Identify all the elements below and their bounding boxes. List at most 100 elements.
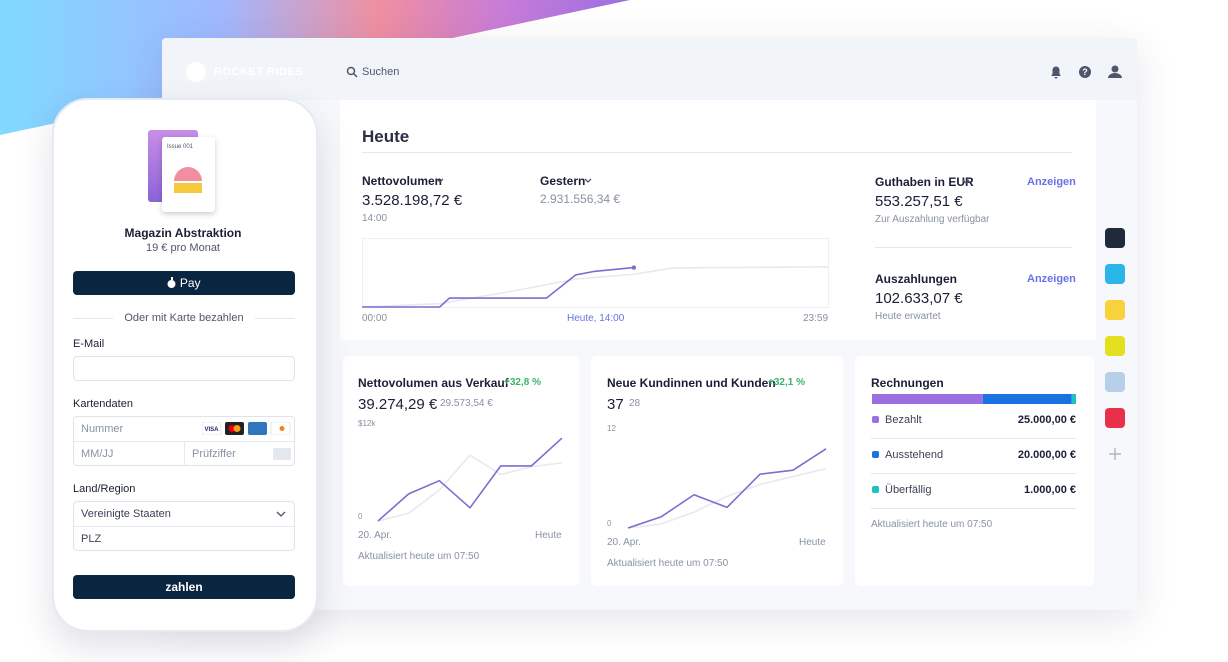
- invoice-segment: [872, 394, 983, 404]
- card-footer: Aktualisiert heute um 07:50: [607, 558, 729, 569]
- axis-end: 23:59: [803, 313, 829, 324]
- app-icon[interactable]: [1105, 264, 1125, 284]
- chevron: [276, 511, 286, 517]
- zip[interactable]: PLZ: [81, 533, 102, 545]
- divider-text: Oder mit Karte bezahlen: [124, 312, 244, 324]
- top-bar: [162, 38, 1137, 100]
- invoice-segment: [1071, 394, 1076, 404]
- card-brands: VISA: [202, 422, 291, 435]
- today-title: Heute: [362, 127, 410, 146]
- value-label: 1.000,00 €: [1024, 484, 1076, 496]
- card-previous: 28: [629, 398, 641, 409]
- app-icon[interactable]: [1105, 228, 1125, 248]
- divider: [871, 438, 1076, 439]
- card-title: Neue Kundinnen und Kunden: [607, 376, 776, 390]
- card-chart: 0 $12k: [358, 420, 563, 522]
- axis-now: Heute, 14:00: [567, 313, 625, 324]
- x-tick-label: Heute: [799, 537, 826, 548]
- divider: [74, 526, 294, 527]
- today-chart: [362, 238, 829, 308]
- header-icons: ?: [1051, 65, 1122, 79]
- card-footer: Aktualisiert heute um 07:50: [358, 551, 480, 562]
- chevron: [436, 178, 444, 183]
- submit-button[interactable]: zahlen: [73, 575, 295, 599]
- legend-swatch: [872, 416, 879, 423]
- value-label: 20.000,00 €: [1017, 449, 1076, 461]
- payouts-value: 102.633,07 €: [875, 290, 963, 307]
- net-label[interactable]: Nettovolumen: [362, 174, 443, 188]
- yesterday-value: 2.931.556,34 €: [540, 192, 621, 206]
- email-input[interactable]: [73, 356, 295, 381]
- brand: ROCKET RIDES: [214, 66, 304, 78]
- logo: [186, 62, 206, 82]
- chevron: [584, 178, 592, 183]
- svg-text:VISA: VISA: [204, 427, 219, 433]
- divider: [871, 473, 1076, 474]
- legend-label: Überfällig: [885, 484, 932, 496]
- legend-label: Ausstehend: [885, 449, 944, 461]
- line: [377, 454, 563, 522]
- card: [343, 356, 579, 586]
- legend-swatch: [872, 486, 879, 493]
- value-label: 25.000,00 €: [1017, 414, 1076, 426]
- app-icon[interactable]: [1105, 372, 1125, 392]
- x-tick-label: 20. Apr.: [358, 530, 392, 541]
- x-tick-label: 20. Apr.: [607, 537, 641, 548]
- y-tick-label: 0: [358, 512, 363, 521]
- expiry: MM/JJ: [81, 448, 114, 460]
- card-previous: 29.573,54 €: [440, 398, 493, 409]
- balance-link[interactable]: Anzeigen: [1027, 176, 1076, 188]
- end-marker: [631, 265, 637, 270]
- add-icon[interactable]: [1109, 448, 1121, 460]
- card-label: Kartendaten: [73, 398, 133, 410]
- cvc: Prüfziffer: [192, 448, 236, 460]
- apple-pay-text: Pay: [179, 276, 201, 290]
- issue: Issue 001: [167, 144, 194, 150]
- divider: [73, 318, 113, 319]
- y-tick-label: $12k: [358, 420, 376, 428]
- y-tick-label: 0: [607, 519, 612, 528]
- card-value: 37: [607, 396, 624, 413]
- card-title: Nettovolumen aus Verkauf: [358, 376, 509, 390]
- card-footer: Aktualisiert heute um 07:50: [871, 519, 993, 530]
- svg-text:?: ?: [1082, 67, 1088, 77]
- card-change: +32,1 %: [768, 377, 805, 388]
- balance-label[interactable]: Guthaben in EUR: [875, 175, 974, 189]
- line: [377, 437, 563, 522]
- search[interactable]: Suchen: [362, 66, 400, 78]
- card-change: +32,8 %: [504, 377, 541, 388]
- price: 19 € pro Monat: [146, 242, 220, 254]
- region-label: Land/Region: [73, 483, 136, 495]
- net-time: 14:00: [362, 213, 388, 224]
- payouts-link[interactable]: Anzeigen: [1027, 273, 1076, 285]
- app-icon[interactable]: [1105, 408, 1125, 428]
- card-value: 39.274,29 €: [358, 396, 438, 413]
- card: [591, 356, 843, 586]
- line: [627, 448, 827, 529]
- today-section: [340, 100, 1096, 340]
- card-title: Rechnungen: [871, 376, 944, 390]
- invoice-rows: Bezahlt 25.000,00 € Ausstehend 20.000,00 € Ü…: [871, 404, 1076, 514]
- x-tick-label: Heute: [535, 530, 562, 541]
- divider: [875, 247, 1072, 248]
- magazine-art: [174, 167, 202, 193]
- app-icon[interactable]: [1105, 300, 1125, 320]
- divider: [255, 318, 295, 319]
- app-icon[interactable]: [1105, 336, 1125, 356]
- apple-pay-button[interactable]: Pay: [73, 271, 295, 295]
- card-chart: 0 12: [607, 425, 827, 529]
- invoice-segment: [982, 394, 1072, 404]
- line: [627, 467, 827, 529]
- net-value: 3.528.198,72 €: [362, 192, 463, 209]
- country[interactable]: Vereinigte Staaten: [81, 508, 171, 520]
- divider: [871, 508, 1076, 509]
- card-number: Nummer: [81, 423, 124, 435]
- legend-swatch: [872, 451, 879, 458]
- y-tick-label: 12: [607, 425, 616, 433]
- divider: [74, 441, 294, 442]
- email-label: E-Mail: [73, 338, 105, 350]
- line: [362, 266, 829, 308]
- legend-label: Bezahlt: [885, 414, 922, 426]
- yesterday-label[interactable]: Gestern: [540, 174, 586, 188]
